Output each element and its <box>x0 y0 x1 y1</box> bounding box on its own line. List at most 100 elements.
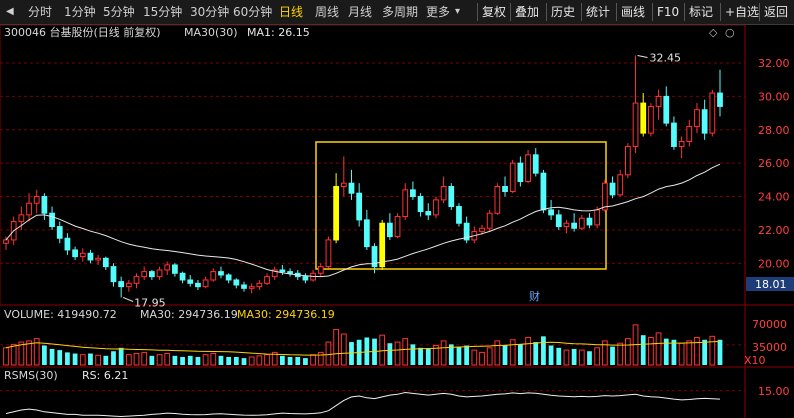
volume-bar <box>218 355 224 365</box>
chevron-down-icon[interactable]: ▾ <box>455 6 461 17</box>
price-tick-label-4: 24.00 <box>758 191 790 204</box>
current-price-tag <box>746 277 794 291</box>
candle-body <box>18 214 25 223</box>
period-tab-1[interactable]: 1分钟 <box>64 5 96 19</box>
volume-bar <box>241 358 247 365</box>
volume-bar <box>502 345 508 365</box>
ma30-line <box>5 163 721 278</box>
candle-body <box>72 249 78 258</box>
price-tick-label-3: 26.00 <box>758 157 790 170</box>
volume-bar <box>248 356 255 366</box>
toolbar-separator <box>546 3 547 21</box>
tool-button-7[interactable]: +自选 <box>725 5 760 19</box>
candle-body <box>79 252 86 258</box>
volume-bar <box>57 350 63 365</box>
candle-body <box>632 102 639 147</box>
volume-bar <box>195 356 201 365</box>
candle-body <box>302 276 309 281</box>
diamond-icon: ◇ <box>709 26 718 39</box>
period-tab-9[interactable]: 多周期 <box>382 5 419 19</box>
price-tick-label-6: 20.00 <box>758 257 790 270</box>
volume-bar <box>525 336 531 366</box>
volume-bar <box>494 340 501 366</box>
tool-button-6[interactable]: 标记 <box>689 5 714 19</box>
candle-body <box>33 196 40 204</box>
volume-bar <box>448 344 454 365</box>
candle-body <box>525 154 531 183</box>
candle-body <box>64 237 71 251</box>
volume-bar <box>303 358 308 365</box>
candle-body <box>678 140 685 147</box>
volume-bar <box>471 349 478 366</box>
price-tick-label-1: 30.00 <box>758 90 790 103</box>
tool-button-0[interactable]: 复权 <box>482 5 507 19</box>
volume-bar <box>663 338 669 365</box>
rsms-polyline <box>5 391 721 418</box>
tool-button-5[interactable]: F10 <box>657 5 680 19</box>
period-tab-5[interactable]: 60分钟 <box>233 5 273 19</box>
period-tab-0[interactable]: 分时 <box>28 5 53 19</box>
candle-body <box>187 279 194 284</box>
volume-bar <box>624 338 631 366</box>
candle-body <box>517 162 524 183</box>
volume-bar <box>133 353 140 366</box>
price-tick-label-2: 28.00 <box>758 124 790 137</box>
tool-button-8[interactable]: 返回 <box>764 5 789 19</box>
volume-bar <box>456 346 462 365</box>
volume-bar <box>418 347 423 365</box>
volume-bar <box>79 354 86 366</box>
candle-body <box>456 206 462 224</box>
volume-bar <box>49 348 55 365</box>
candle-body <box>540 172 547 211</box>
tool-button-3[interactable]: 统计 <box>586 5 611 19</box>
candle-body <box>202 279 209 288</box>
candle-body <box>532 154 539 174</box>
candle-body <box>709 92 716 134</box>
chart-labels: 32.00 30.00 28.00 26.00 24.00 22.00 20.00 32.45… <box>4 25 794 398</box>
volume-bar <box>141 351 148 366</box>
candle-body <box>394 216 401 238</box>
period-tab-8[interactable]: 月线 <box>348 5 373 19</box>
volume-bar <box>3 347 9 366</box>
period-tab-2[interactable]: 5分钟 <box>103 5 135 19</box>
candle-body <box>571 222 578 229</box>
volume-bar <box>233 356 239 365</box>
period-tab-7[interactable]: 周线 <box>315 5 340 19</box>
volume-bar <box>88 353 93 365</box>
volume-bar <box>387 343 393 365</box>
menu-triangle-icon[interactable]: ◀ <box>6 6 14 17</box>
volume-bar <box>118 347 124 365</box>
volume-bar <box>180 356 185 365</box>
volume-bar <box>702 339 708 365</box>
candle-body <box>440 186 447 201</box>
candle-body <box>87 252 94 261</box>
toolbar-separator <box>477 3 478 21</box>
volume-bar <box>164 353 171 366</box>
tool-button-1[interactable]: 叠加 <box>515 5 540 19</box>
volume-bar <box>149 355 155 365</box>
candle-body <box>179 272 186 281</box>
volume-bar <box>26 340 32 366</box>
candle-body <box>156 269 163 278</box>
candle-body <box>425 211 432 216</box>
volume-bar <box>440 340 447 366</box>
period-tab-10[interactable]: 更多 <box>426 5 451 19</box>
tool-button-4[interactable]: 画线 <box>621 5 646 19</box>
period-tab-4[interactable]: 30分钟 <box>190 5 230 19</box>
volume-bar <box>717 339 723 365</box>
period-tab-3[interactable]: 15分钟 <box>143 5 183 19</box>
volume-bar <box>271 351 278 366</box>
volume-bar <box>548 345 554 365</box>
candle-body <box>3 239 9 244</box>
candle-body <box>325 239 332 268</box>
tool-button-2[interactable]: 历史 <box>551 5 576 19</box>
volume-bar <box>103 355 109 365</box>
period-tab-6[interactable]: 日线 <box>279 5 304 19</box>
volume-bar <box>671 339 677 365</box>
volume-bar <box>394 341 401 366</box>
volume-bar <box>310 354 316 366</box>
volume-bar <box>33 338 40 366</box>
ma-indicator-name: MA30(30) <box>184 26 238 39</box>
candle-body <box>578 217 585 229</box>
volume-bar <box>464 345 470 365</box>
